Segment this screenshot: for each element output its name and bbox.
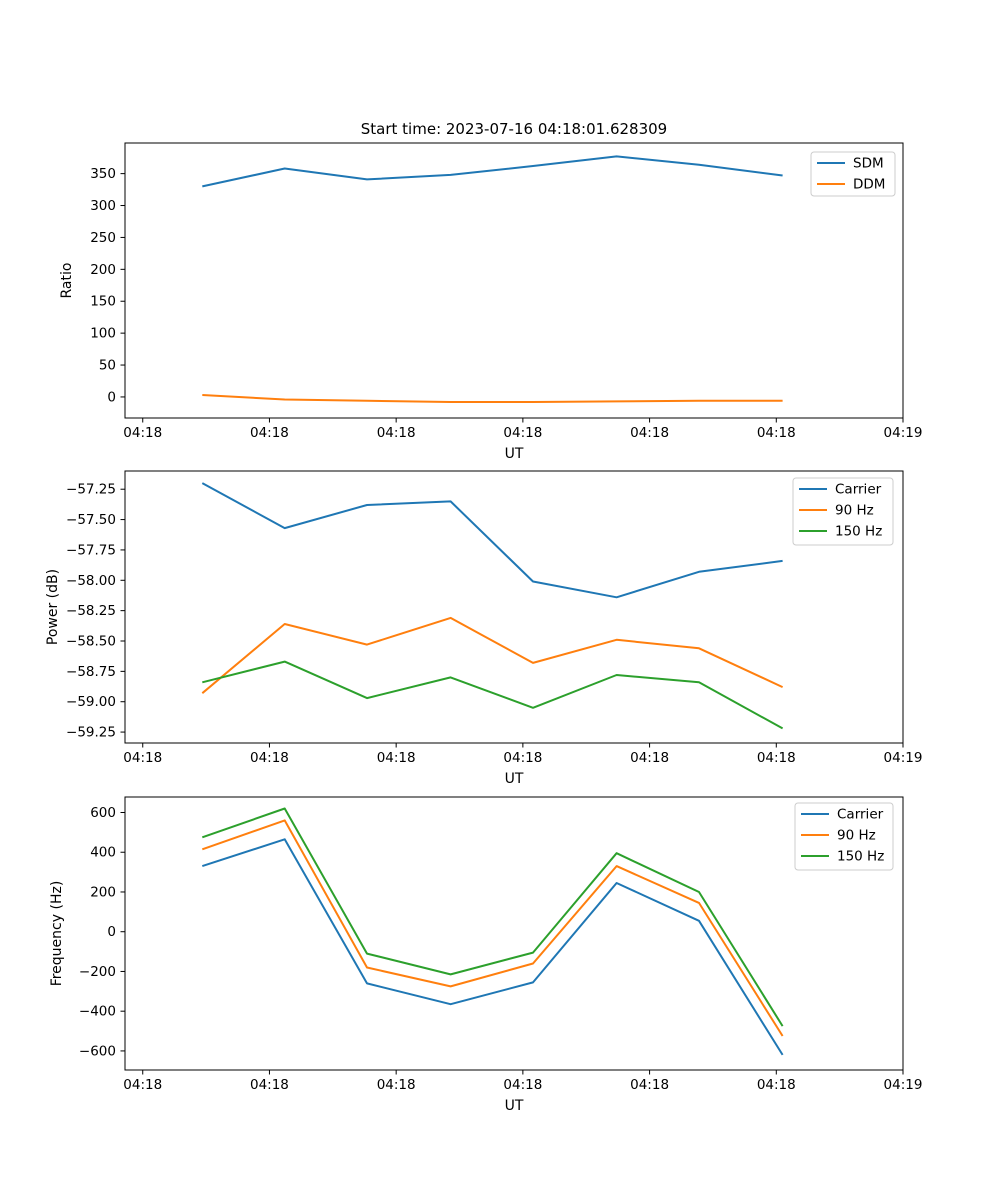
y-tick-label: −200 <box>79 964 116 980</box>
x-tick-label: 04:18 <box>503 425 542 441</box>
y-tick-label: 0 <box>107 924 116 940</box>
legend-label: 90 Hz <box>835 503 874 519</box>
series-line-90-hz <box>201 616 784 694</box>
y-tick-label: −58.00 <box>66 573 116 589</box>
x-tick-label: 04:19 <box>884 1077 923 1093</box>
x-tick-label: 04:18 <box>503 1077 542 1093</box>
y-tick-label: 50 <box>99 358 116 374</box>
x-axis-label: UT <box>505 771 524 787</box>
legend-label: SDM <box>853 156 884 172</box>
x-tick-label: 04:18 <box>123 425 162 441</box>
y-tick-label: 300 <box>90 198 116 214</box>
y-tick-label: −600 <box>79 1043 116 1059</box>
x-axis-label: UT <box>505 1098 524 1114</box>
y-tick-label: 0 <box>107 389 116 405</box>
chart-power: 04:18 04:18 04:18 04:18 04:18 04:18 04:19 −59.2… <box>45 470 923 787</box>
legend-label: 150 Hz <box>837 849 884 865</box>
y-tick-label: 250 <box>90 230 116 246</box>
y-tick-label: 350 <box>90 166 116 182</box>
x-tick-label: 04:18 <box>630 425 669 441</box>
x-tick-label: 04:18 <box>377 750 416 766</box>
series-line-90-hz <box>201 819 784 1037</box>
x-tick-label: 04:18 <box>123 1077 162 1093</box>
x-tick-label: 04:18 <box>377 1077 416 1093</box>
figure-title: Start time: 2023-07-16 04:18:01.628309 <box>360 120 668 138</box>
x-tick-label: 04:18 <box>630 750 669 766</box>
x-tick-label: 04:19 <box>884 750 923 766</box>
series-line-150-hz <box>202 660 784 730</box>
legend-label: DDM <box>853 177 885 193</box>
series-line-ddm <box>202 394 783 403</box>
legend-label: 90 Hz <box>837 828 876 844</box>
y-tick-label: −57.50 <box>66 512 116 528</box>
legend-box <box>792 477 894 546</box>
x-tick-label: 04:18 <box>250 1077 289 1093</box>
axes-frame <box>124 142 904 419</box>
legend-label: Carrier <box>835 482 882 498</box>
y-tick-label: 150 <box>90 294 116 310</box>
x-tick-label: 04:18 <box>757 750 796 766</box>
series-line-150-hz <box>201 807 784 1027</box>
x-tick-label: 04:18 <box>250 750 289 766</box>
y-tick-label: 600 <box>90 805 116 821</box>
legend-label: Carrier <box>837 807 884 823</box>
chart-ratio: 04:18 04:18 04:18 04:18 04:18 04:18 04:19 0 50 10… <box>59 142 923 462</box>
legend-box <box>794 802 894 871</box>
y-tick-label: −59.25 <box>66 725 116 741</box>
x-tick-label: 04:18 <box>377 425 416 441</box>
legend-label: 150 Hz <box>835 524 882 540</box>
y-axis-label: Power (dB) <box>45 569 61 645</box>
legend: Carrier 90 Hz 150 Hz <box>792 477 894 546</box>
series-line-carrier <box>201 838 784 1056</box>
y-axis-label: Ratio <box>59 263 75 299</box>
y-tick-label: −58.75 <box>66 664 116 680</box>
chart-frequency: 04:18 04:18 04:18 04:18 04:18 04:18 04:19 −600 −… <box>49 796 923 1114</box>
y-tick-label: 200 <box>90 884 116 900</box>
y-tick-label: 100 <box>90 326 116 342</box>
x-tick-label: 04:19 <box>884 425 923 441</box>
y-tick-label: −58.50 <box>66 634 116 650</box>
x-axis-label: UT <box>505 446 524 462</box>
x-tick-label: 04:18 <box>123 750 162 766</box>
y-tick-label: 200 <box>90 262 116 278</box>
y-axis-label: Frequency (Hz) <box>49 881 65 987</box>
y-tick-label: 400 <box>90 845 116 861</box>
y-tick-label: −400 <box>79 1004 116 1020</box>
x-tick-label: 04:18 <box>757 425 796 441</box>
x-tick-label: 04:18 <box>630 1077 669 1093</box>
legend: SDM DDM <box>810 151 896 197</box>
y-tick-label: −59.00 <box>66 694 116 710</box>
x-tick-label: 04:18 <box>503 750 542 766</box>
series-line-sdm <box>202 155 783 188</box>
y-tick-label: −57.25 <box>66 482 116 498</box>
x-tick-label: 04:18 <box>757 1077 796 1093</box>
y-tick-label: −58.25 <box>66 603 116 619</box>
series-line-carrier <box>201 482 783 599</box>
x-tick-label: 04:18 <box>250 425 289 441</box>
axes-frame <box>124 470 904 744</box>
y-tick-label: −57.75 <box>66 542 116 558</box>
legend: Carrier 90 Hz 150 Hz <box>794 802 894 871</box>
axes-frame <box>124 796 904 1071</box>
